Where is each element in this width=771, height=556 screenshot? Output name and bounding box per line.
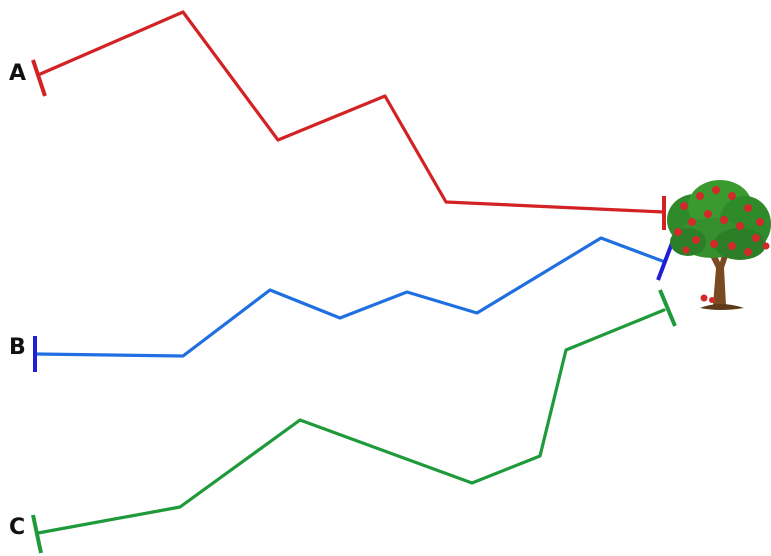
apple-tree-icon	[667, 180, 771, 310]
path-b-line	[34, 236, 667, 358]
path-c-line	[36, 308, 666, 535]
path-b-end-tick	[656, 242, 674, 281]
label-b: B	[9, 335, 26, 360]
path-a-line	[36, 10, 666, 214]
path-b	[33, 236, 674, 372]
path-c-start-tick	[31, 514, 43, 554]
path-c	[31, 289, 677, 554]
path-c-end-tick	[658, 289, 677, 327]
label-a: A	[9, 61, 26, 86]
label-c: C	[9, 515, 25, 540]
path-a	[31, 10, 666, 230]
path-a-start-tick	[31, 59, 47, 97]
